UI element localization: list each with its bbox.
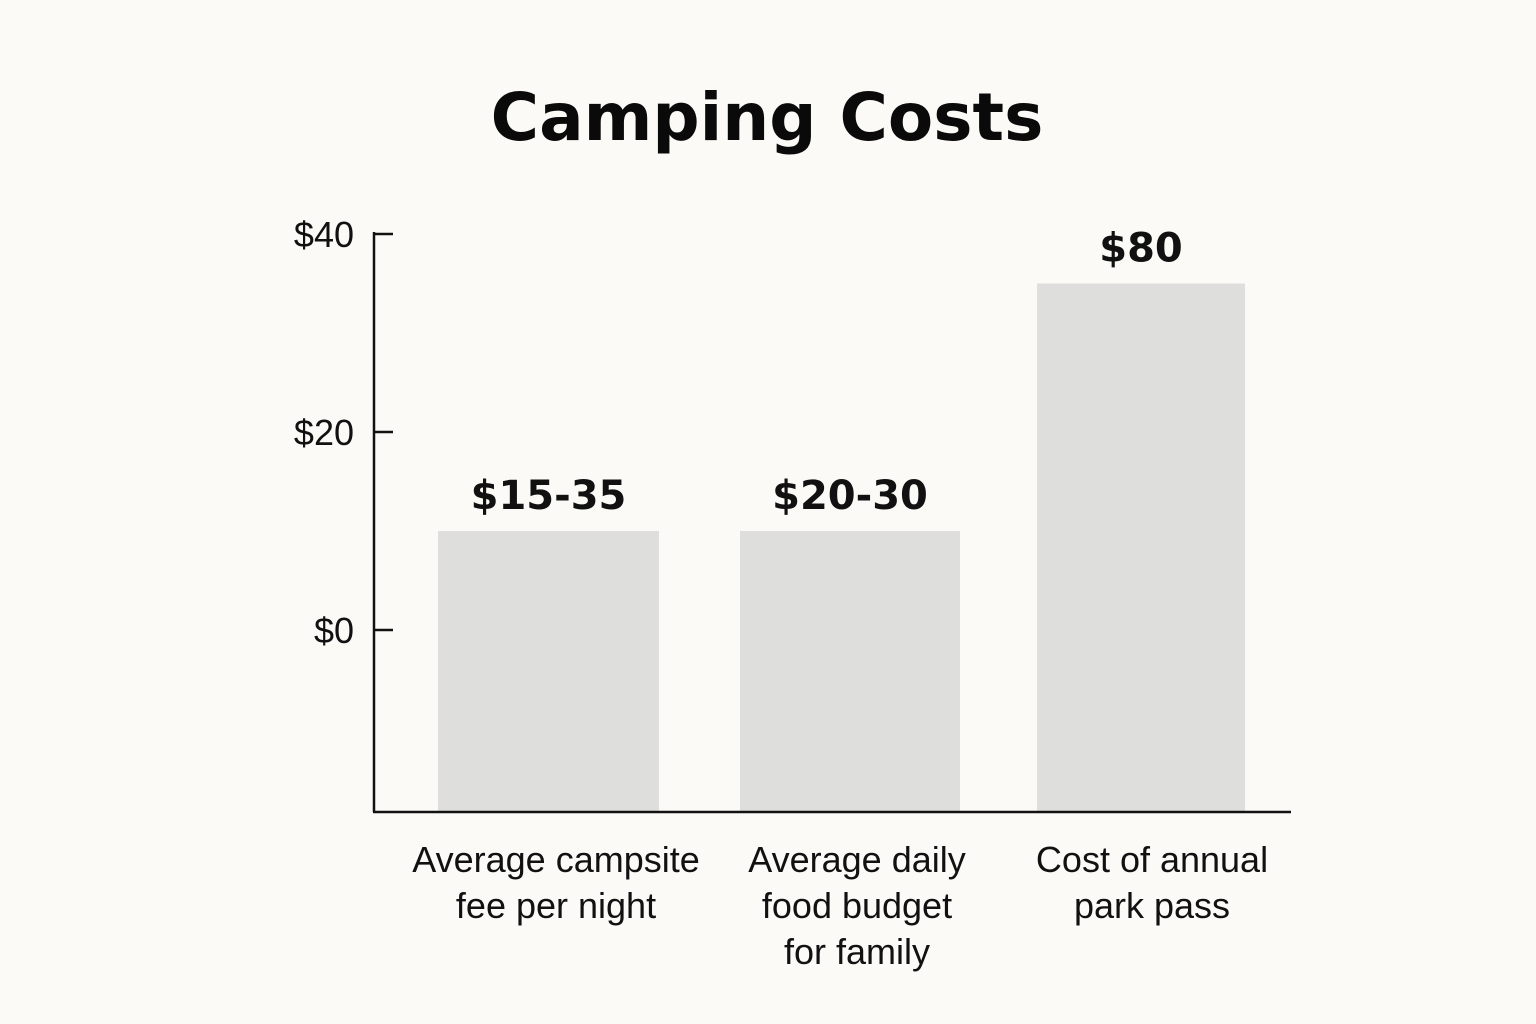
y-tick-label: $20	[294, 412, 354, 453]
x-category-label: for family	[784, 931, 930, 972]
bar-value-label: $20-30	[772, 473, 928, 519]
data-labels-group: $15-35 $20-30 $80	[471, 226, 1183, 520]
x-category-label: Average campsite	[412, 839, 700, 880]
y-axis-ticks: $0 $20 $40	[294, 214, 393, 651]
x-category-label: Average daily	[748, 839, 965, 880]
category-labels-group: Average campsite fee per night Average dai…	[412, 839, 1268, 972]
y-tick-label: $0	[314, 610, 354, 651]
x-category-label: food budget	[762, 885, 952, 926]
x-category-label: park pass	[1074, 885, 1230, 926]
bars-group	[438, 283, 1245, 812]
bar	[438, 531, 659, 812]
bar	[740, 531, 960, 812]
bar-value-label: $80	[1099, 226, 1183, 272]
bar-value-label: $15-35	[471, 473, 627, 519]
y-tick-label: $40	[294, 214, 354, 255]
x-category-label: Cost of annual	[1036, 839, 1268, 880]
x-category-label: fee per night	[456, 885, 656, 926]
chart-title: Camping Costs	[491, 79, 1044, 156]
bar	[1037, 283, 1245, 812]
